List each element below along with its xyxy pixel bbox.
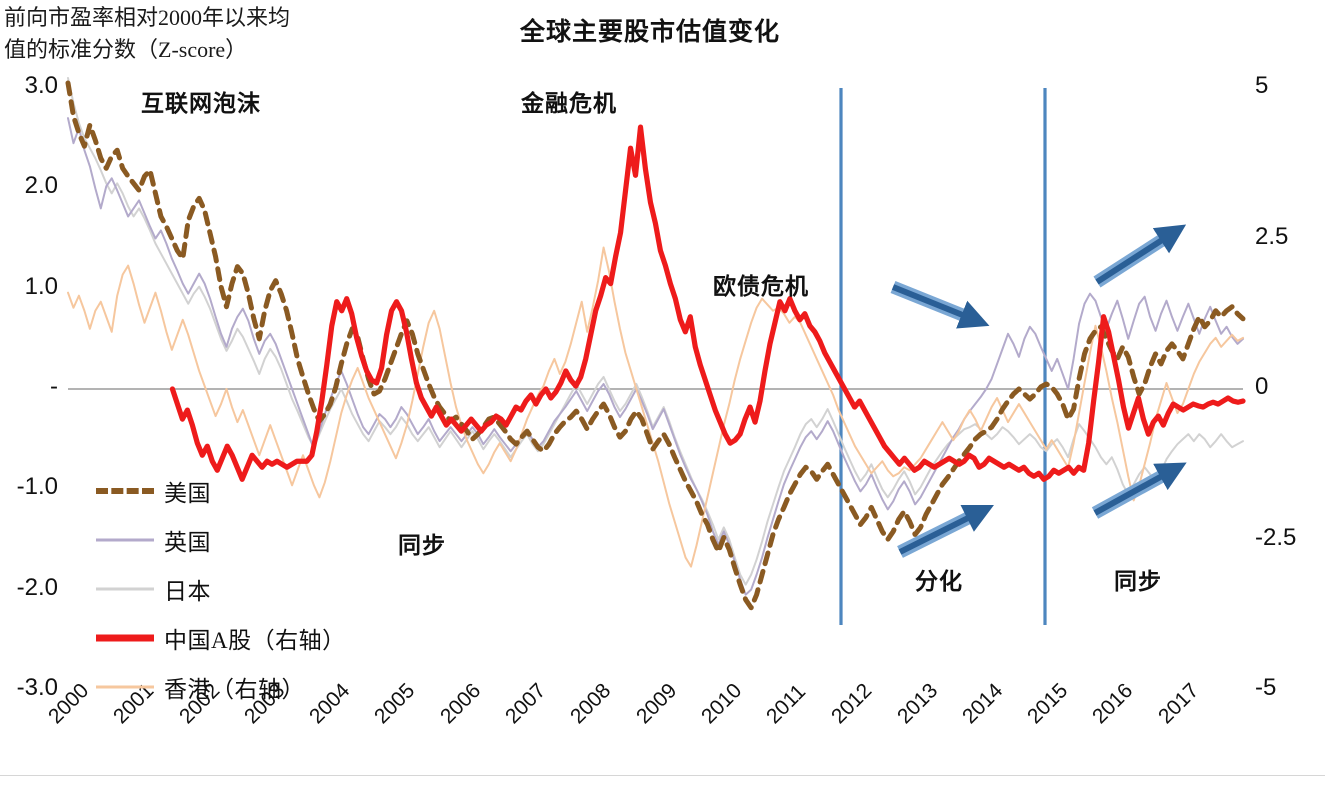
divergence-down-arrow xyxy=(890,280,990,329)
legend-swatch-icon xyxy=(96,679,154,695)
left-axis-tick: - xyxy=(50,373,58,400)
legend-item[interactable]: 英国 xyxy=(96,515,346,564)
divergence-up-arrow xyxy=(897,505,994,558)
bottom-divider xyxy=(0,775,1325,776)
series-line xyxy=(67,246,1244,568)
sync-up-arrow-top xyxy=(1093,224,1187,288)
right-axis-tick: -2.5 xyxy=(1255,523,1297,551)
annotation-label: 互联网泡沫 xyxy=(141,91,261,116)
chart-legend: 美国英国日本中国A股（右轴） 香港（右轴） xyxy=(96,466,346,711)
legend-item[interactable]: 美国 xyxy=(96,466,346,515)
right-axis-tick: 5 xyxy=(1255,72,1269,99)
right-axis-tick: -5 xyxy=(1255,674,1277,701)
legend-item-label: 香港（右轴） xyxy=(164,676,305,702)
legend-item-label: 日本 xyxy=(164,578,211,604)
y-axis-caption: 前向市盈率相对2000年以来均 值的标准分数（Z-score） xyxy=(4,5,291,62)
legend-swatch-icon xyxy=(96,532,154,548)
right-axis-tick: 2.5 xyxy=(1255,222,1289,250)
annotation-label: 同步 xyxy=(398,533,446,558)
left-axis-tick: -2.0 xyxy=(16,573,58,601)
legend-item-label: 中国A股（右轴） xyxy=(164,627,346,653)
left-axis-tick: 3.0 xyxy=(24,72,58,99)
chart-title: 全球主要股市估值变化 xyxy=(519,19,780,46)
sync-up-arrow-bottom xyxy=(1091,462,1187,519)
left-axis-tick: 2.0 xyxy=(24,172,58,200)
series-line xyxy=(65,80,1246,611)
annotation-label: 分化 xyxy=(915,569,963,594)
annotation-label: 同步 xyxy=(1114,569,1162,594)
left-axis-tick: -1.0 xyxy=(16,473,58,501)
legend-item[interactable]: 香港（右轴） xyxy=(96,662,346,711)
legend-item[interactable]: 中国A股（右轴） xyxy=(96,613,346,662)
series-line xyxy=(67,117,1244,596)
legend-item-label: 美国 xyxy=(164,480,211,506)
legend-item-label: 英国 xyxy=(164,529,211,555)
legend-swatch-icon xyxy=(96,581,154,597)
series-line xyxy=(169,124,1246,482)
legend-swatch-icon xyxy=(96,630,154,646)
legend-swatch-icon xyxy=(96,483,154,499)
left-axis-tick: 1.0 xyxy=(24,272,58,300)
legend-item[interactable]: 日本 xyxy=(96,564,346,613)
right-axis-tick: 0 xyxy=(1255,373,1269,400)
annotation-label: 欧债危机 xyxy=(713,274,809,299)
annotation-label: 金融危机 xyxy=(521,91,617,116)
left-axis-tick: -3.0 xyxy=(16,674,58,701)
